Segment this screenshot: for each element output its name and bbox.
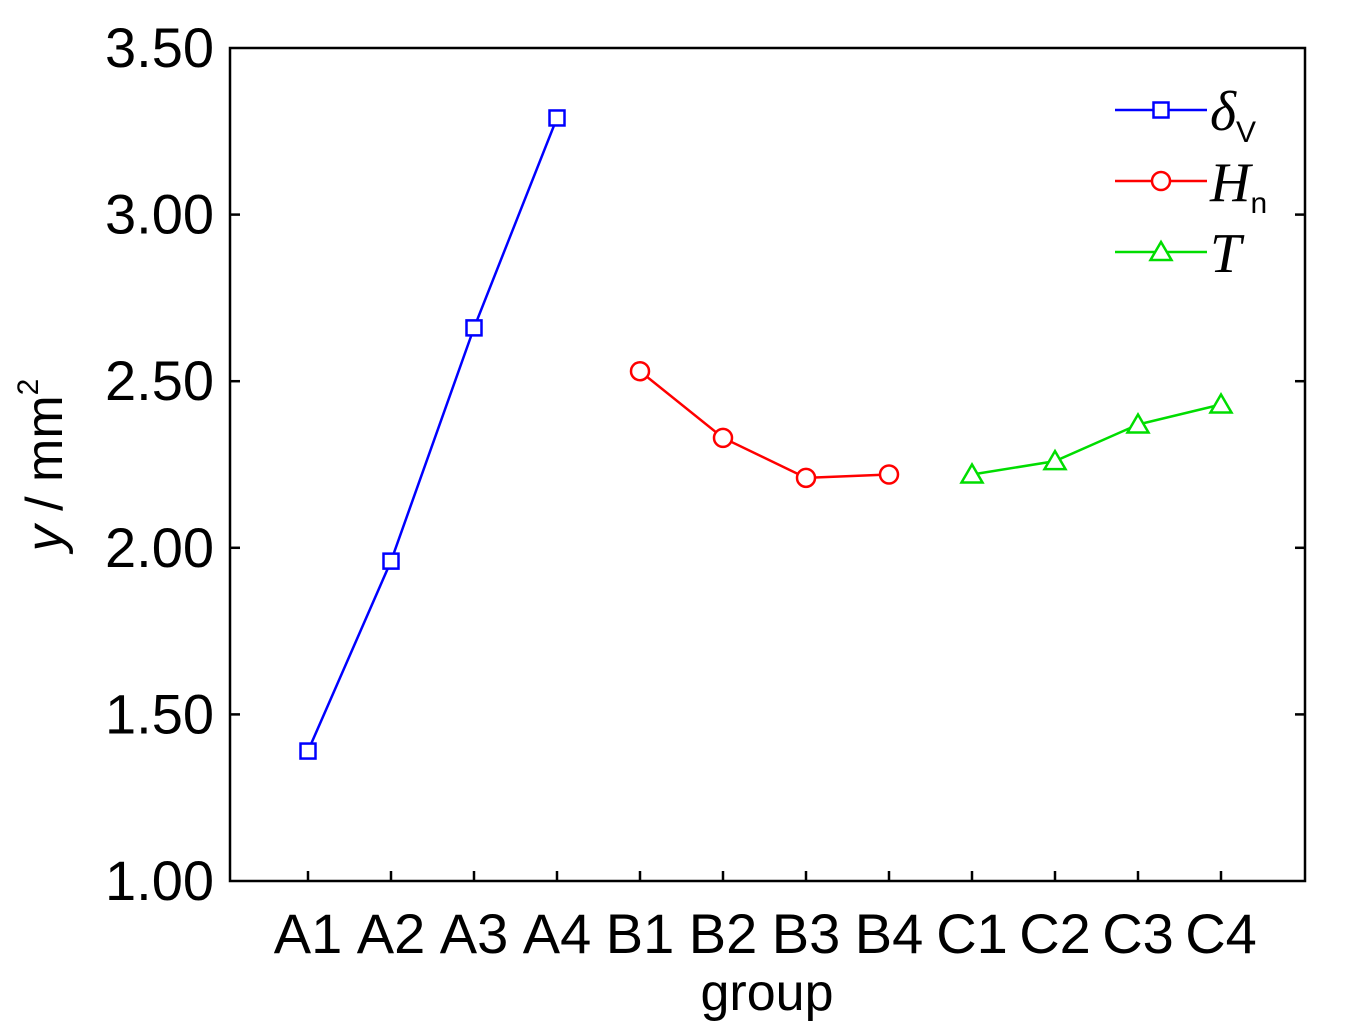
legend-marker: [1148, 239, 1174, 262]
x-tick-label: A1: [274, 902, 343, 965]
series-line: [306, 117, 559, 752]
x-tick-label: A4: [523, 902, 592, 965]
data-point: [299, 742, 317, 760]
data-point: [795, 467, 817, 489]
y-axis-label-unit: / mm: [16, 395, 74, 525]
data-point: [1125, 412, 1151, 434]
y-tick-label: 1.00: [105, 849, 214, 912]
data-point: [382, 552, 400, 570]
data-point: [465, 319, 483, 337]
legend-label: δV: [1210, 81, 1256, 149]
x-tick-label: A3: [440, 902, 509, 965]
x-tick-label: B2: [689, 902, 758, 965]
y-axis-label: y / mm2: [12, 379, 74, 555]
series-layer: [299, 109, 1234, 760]
data-point: [878, 464, 900, 485]
legend-item: δV: [1115, 81, 1256, 149]
x-tick-label: C3: [1102, 902, 1174, 965]
x-tick-label: B4: [855, 902, 924, 965]
x-tick-label: C2: [1019, 902, 1091, 965]
data-point: [629, 360, 651, 382]
legend-item: T: [1115, 223, 1245, 285]
x-tick-label: A2: [357, 902, 426, 965]
x-tick-label: B3: [772, 902, 841, 965]
y-tick-label: 3.50: [105, 16, 214, 79]
series-line: [971, 403, 1222, 476]
legend-label: T: [1210, 223, 1245, 285]
x-axis-label: group: [701, 964, 834, 1022]
legend-marker: [1150, 170, 1172, 192]
data-point: [712, 427, 734, 449]
y-tick-label: 3.00: [105, 183, 214, 246]
legend-marker: [1152, 101, 1170, 119]
x-axis-ticks: A1 A2 A3 A4 B1 B2 B3 B4 C1 C2 C3 C4: [274, 871, 1257, 965]
legend-item: Hn: [1115, 152, 1267, 220]
y-tick-label: 2.50: [105, 349, 214, 412]
series-line: [639, 370, 890, 480]
x-tick-label: B1: [606, 902, 675, 965]
series-1: [299, 109, 566, 760]
series-3: [959, 392, 1234, 484]
y-axis-label-var: y: [16, 522, 74, 554]
series-2: [629, 360, 900, 489]
data-point: [548, 109, 566, 127]
x-tick-label: C1: [936, 902, 1008, 965]
y-axis-ticks: 1.00 1.50 2.00 2.50 3.00 3.50: [105, 16, 1305, 912]
data-point: [959, 462, 985, 484]
plot-frame: [228, 46, 1307, 883]
y-tick-label: 1.50: [105, 682, 214, 745]
x-tick-label: C4: [1185, 902, 1257, 965]
legend-label: Hn: [1209, 152, 1267, 220]
y-tick-label: 2.00: [105, 516, 214, 579]
data-point: [1208, 392, 1234, 414]
y-axis-label-sup: 2: [12, 379, 45, 396]
data-point: [1042, 448, 1068, 471]
